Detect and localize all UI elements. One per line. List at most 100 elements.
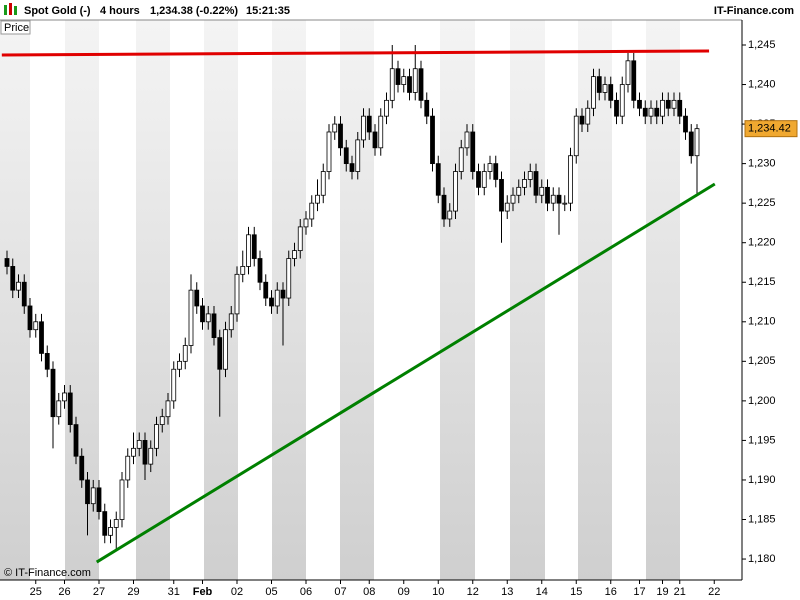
candle-body xyxy=(16,281,21,291)
brand: IT-Finance.com xyxy=(714,5,794,17)
icon xyxy=(14,6,17,15)
candle-body xyxy=(665,99,671,109)
x-tick-label: 08 xyxy=(363,586,375,598)
candle-body xyxy=(102,511,108,536)
x-tick-label: 09 xyxy=(398,586,410,598)
x-tick-label: 17 xyxy=(633,586,645,598)
candle-body xyxy=(171,368,177,402)
candle-body xyxy=(683,115,688,133)
x-tick-label: 22 xyxy=(708,586,720,598)
instrument: Spot Gold (-) xyxy=(24,5,91,17)
header-bar xyxy=(0,0,800,20)
candle-body xyxy=(522,179,527,188)
candle-body xyxy=(499,179,504,212)
candle-body xyxy=(73,424,79,457)
last-price-box xyxy=(744,120,798,138)
x-tick-label: 10 xyxy=(432,586,444,598)
x-tick-label: 25 xyxy=(30,586,42,598)
time: 15:21:35 xyxy=(246,5,290,17)
candle-body xyxy=(591,76,596,109)
candle-body xyxy=(200,305,205,323)
candle-body xyxy=(246,234,251,267)
y-tick-label: 1,195 xyxy=(748,434,776,446)
x-tick-label: 06 xyxy=(300,586,312,598)
last-price-label: 1,234.42 xyxy=(748,123,791,135)
candle-body xyxy=(332,123,338,133)
candle-body xyxy=(297,226,303,252)
candle-body xyxy=(631,60,637,101)
candle-body xyxy=(56,400,62,418)
trend-line xyxy=(1,49,710,57)
candle-body xyxy=(418,68,424,101)
plot: 1,180 1,185 1,190 1,195 1,200 1,205 1,210 1,215… xyxy=(1,39,798,598)
x-tick-label: 05 xyxy=(265,586,277,598)
y-tick-label: 1,225 xyxy=(748,197,776,209)
panel-label-box xyxy=(0,20,31,35)
candle-body xyxy=(257,258,263,283)
x-tick-label: 31 xyxy=(168,586,180,598)
candle-body xyxy=(556,194,562,204)
candle-body xyxy=(412,68,418,93)
candle-body xyxy=(338,123,343,149)
trend-line xyxy=(95,182,716,564)
candle-body xyxy=(476,171,481,188)
candle-body xyxy=(407,76,412,93)
candle-body xyxy=(320,171,326,196)
candle-body xyxy=(10,266,16,291)
candle-body xyxy=(625,60,631,85)
x-tick-label: 19 xyxy=(656,586,668,598)
y-tick-label: 1,180 xyxy=(748,553,776,565)
candle-body xyxy=(228,313,234,331)
candle-body xyxy=(131,447,136,457)
candle-body xyxy=(142,440,148,465)
x-tick-label: 27 xyxy=(93,586,105,598)
copyright: © IT-Finance.com xyxy=(4,567,91,579)
candle-body xyxy=(395,68,401,85)
candle-body xyxy=(648,107,654,117)
candle-body xyxy=(349,163,355,172)
candle-body xyxy=(545,186,550,204)
candle-body xyxy=(562,202,568,205)
candle-body xyxy=(125,455,131,481)
candle-body xyxy=(280,289,286,299)
candle-body xyxy=(366,115,372,133)
icon xyxy=(9,3,12,15)
y-tick-label: 1,220 xyxy=(748,237,776,249)
y-tick-label: 1,190 xyxy=(748,474,776,486)
y-tick-label: 1,230 xyxy=(748,158,776,170)
candle-body xyxy=(217,337,223,370)
candle-body xyxy=(177,360,182,370)
candle-body xyxy=(251,234,257,259)
candle-body xyxy=(39,321,44,354)
candle-body xyxy=(315,194,320,204)
candle-body xyxy=(504,202,510,212)
candle-body xyxy=(424,99,430,117)
x-tick-label: 26 xyxy=(58,586,70,598)
candle-body xyxy=(573,115,579,157)
candle-body xyxy=(62,392,67,402)
candle-body xyxy=(79,455,85,481)
candle-body xyxy=(378,115,384,149)
candle-body xyxy=(234,273,240,315)
y-tick-label: 1,210 xyxy=(748,316,776,328)
candle-body xyxy=(510,194,516,204)
candle-body xyxy=(654,107,660,117)
x-tick-label: 14 xyxy=(536,586,548,598)
candle-body xyxy=(194,289,200,307)
candle-body xyxy=(165,400,171,418)
x-tick-label: 07 xyxy=(334,586,346,598)
y-tick-label: 1,200 xyxy=(748,395,776,407)
candle-body xyxy=(619,84,625,117)
candle-body xyxy=(389,68,395,101)
candle-body xyxy=(596,76,602,93)
candle-body xyxy=(67,392,73,425)
candle-body xyxy=(119,479,125,520)
icon xyxy=(4,5,7,15)
candle-body xyxy=(539,186,545,196)
panel-label: Price xyxy=(4,22,29,34)
candle-body xyxy=(579,115,585,125)
candle-body xyxy=(384,99,389,117)
candle-body xyxy=(205,313,211,323)
candle-body xyxy=(154,424,159,449)
